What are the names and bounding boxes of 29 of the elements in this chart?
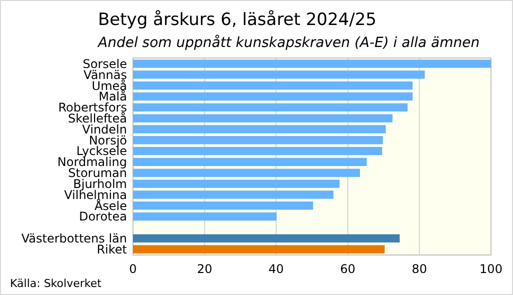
- bar: [133, 146, 382, 156]
- x-tick-label: 80: [412, 262, 428, 276]
- bar: [133, 168, 360, 177]
- bar: [133, 125, 386, 134]
- bar: [133, 180, 340, 188]
- x-tick-label: 100: [480, 262, 502, 276]
- bar: [133, 202, 314, 210]
- bar: [133, 60, 491, 68]
- x-tick-label: 20: [196, 262, 212, 276]
- x-tick-label: 60: [340, 262, 356, 276]
- bar: [133, 212, 277, 221]
- text: Källa: Skolverket: [10, 277, 102, 290]
- x-tick-label: 0: [129, 262, 137, 276]
- chart-title: Betyg årskurs 6, läsåret 2024/25: [98, 10, 376, 30]
- bar: [133, 114, 393, 122]
- y-tick-label: Riket: [96, 242, 128, 256]
- bar: [133, 190, 334, 199]
- bar: [133, 136, 383, 144]
- y-tick-label: Sorsele: [82, 56, 127, 71]
- y-tick-label: Bjurholm: [73, 176, 127, 191]
- bar: [133, 70, 425, 79]
- bar: [133, 81, 413, 90]
- bar: [133, 158, 367, 166]
- bar: [133, 245, 385, 254]
- x-tick-label: 40: [268, 262, 284, 276]
- bar: [133, 103, 408, 112]
- bar: [133, 92, 413, 101]
- bar: [133, 234, 400, 242]
- chart-subtitle: Andel som uppnått kunskapskraven (A-E) i alla ämnen: [97, 34, 480, 51]
